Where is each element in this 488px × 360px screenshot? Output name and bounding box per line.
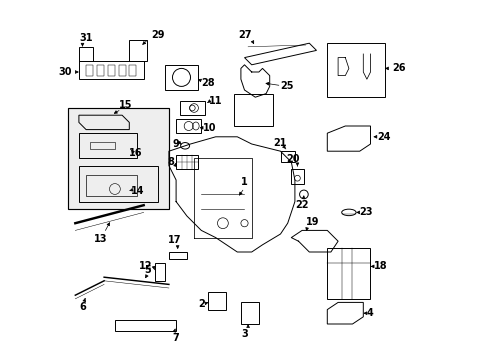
Bar <box>79 166 158 202</box>
Text: 23: 23 <box>359 207 372 217</box>
Bar <box>79 47 93 61</box>
Bar <box>233 94 273 126</box>
Text: 1: 1 <box>241 177 247 187</box>
Bar <box>168 252 186 259</box>
Text: 10: 10 <box>203 123 216 133</box>
Bar <box>79 133 136 158</box>
Text: 26: 26 <box>391 63 405 73</box>
Bar <box>176 119 201 133</box>
Text: 15: 15 <box>118 100 132 110</box>
Text: 8: 8 <box>167 157 174 167</box>
Bar <box>129 65 136 76</box>
Text: 21: 21 <box>273 138 286 148</box>
Bar <box>208 292 226 310</box>
Text: 28: 28 <box>201 78 215 88</box>
Text: 22: 22 <box>295 200 308 210</box>
Text: 14: 14 <box>131 186 144 196</box>
Text: 2: 2 <box>198 299 204 309</box>
Bar <box>179 101 204 115</box>
Bar <box>326 248 370 299</box>
Bar <box>176 155 197 169</box>
Bar <box>241 302 258 324</box>
Text: 17: 17 <box>167 235 181 245</box>
Text: 30: 30 <box>58 67 72 77</box>
Text: 29: 29 <box>151 30 164 40</box>
Text: 25: 25 <box>280 81 293 91</box>
Bar <box>79 61 143 79</box>
Text: 4: 4 <box>366 308 373 318</box>
Bar <box>165 65 197 90</box>
Text: 7: 7 <box>172 333 179 343</box>
Bar <box>129 40 147 61</box>
Bar <box>86 175 136 196</box>
Text: 3: 3 <box>241 329 247 339</box>
Bar <box>86 65 93 76</box>
Text: 6: 6 <box>79 302 86 312</box>
Bar <box>291 169 303 184</box>
Bar <box>154 263 165 281</box>
Text: 12: 12 <box>139 261 152 271</box>
Bar <box>68 108 168 209</box>
Bar <box>326 43 384 97</box>
Bar <box>97 65 104 76</box>
Bar <box>89 142 115 149</box>
Text: 13: 13 <box>94 234 107 244</box>
Text: 18: 18 <box>373 261 387 271</box>
Text: 27: 27 <box>238 30 251 40</box>
Text: 16: 16 <box>129 148 142 158</box>
Text: 5: 5 <box>143 265 150 275</box>
Bar <box>107 65 115 76</box>
Text: 11: 11 <box>208 96 222 106</box>
Bar <box>280 151 294 162</box>
Bar <box>118 65 125 76</box>
Text: 24: 24 <box>377 132 390 142</box>
Bar <box>115 320 176 331</box>
Text: 31: 31 <box>79 33 92 43</box>
Text: 9: 9 <box>173 139 179 149</box>
Text: 19: 19 <box>305 217 319 227</box>
Text: 20: 20 <box>286 154 299 164</box>
